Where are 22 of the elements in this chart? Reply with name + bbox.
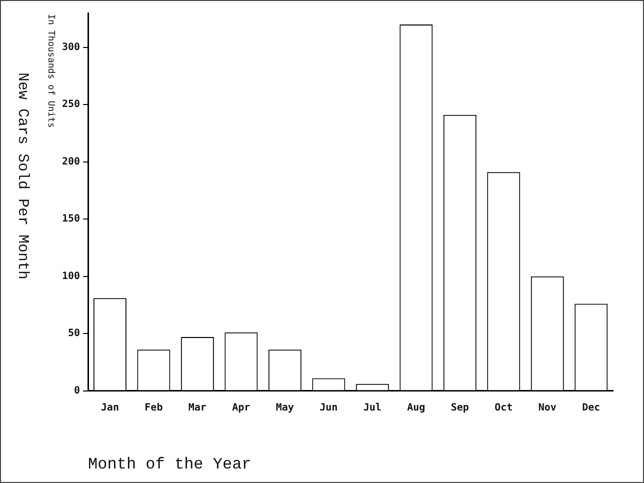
y-tick-label: 100 bbox=[62, 270, 80, 282]
y-tick-label: 300 bbox=[62, 42, 80, 53]
y-tick-label: 200 bbox=[62, 156, 80, 168]
text: In Thousands of Units bbox=[46, 14, 56, 128]
y-tick-label: 50 bbox=[68, 328, 80, 340]
x-tick-label: Oct bbox=[494, 402, 513, 414]
y-tick-label: 0 bbox=[74, 385, 80, 396]
x-tick-label: Feb bbox=[144, 402, 163, 414]
x-tick-label: Jan bbox=[100, 402, 119, 414]
x-axis-title: Month of the Year bbox=[88, 456, 252, 474]
y-tick-label: 250 bbox=[62, 99, 80, 110]
x-tick-label: Mar bbox=[188, 402, 206, 414]
y-tick-label: 150 bbox=[62, 214, 80, 225]
x-tick-label: Jul bbox=[363, 402, 382, 414]
x-tick-label: Jun bbox=[320, 402, 338, 414]
x-tick-label: Nov bbox=[538, 402, 556, 414]
x-tick-label: May bbox=[276, 402, 294, 414]
x-tick-label: Dec bbox=[582, 402, 600, 414]
x-tick-label: Apr bbox=[232, 402, 250, 414]
x-tick-label: Sep bbox=[450, 402, 469, 414]
x-tick-label: Aug bbox=[407, 402, 426, 414]
y-axis-title: New Cars Sold Per Month bbox=[14, 72, 32, 280]
